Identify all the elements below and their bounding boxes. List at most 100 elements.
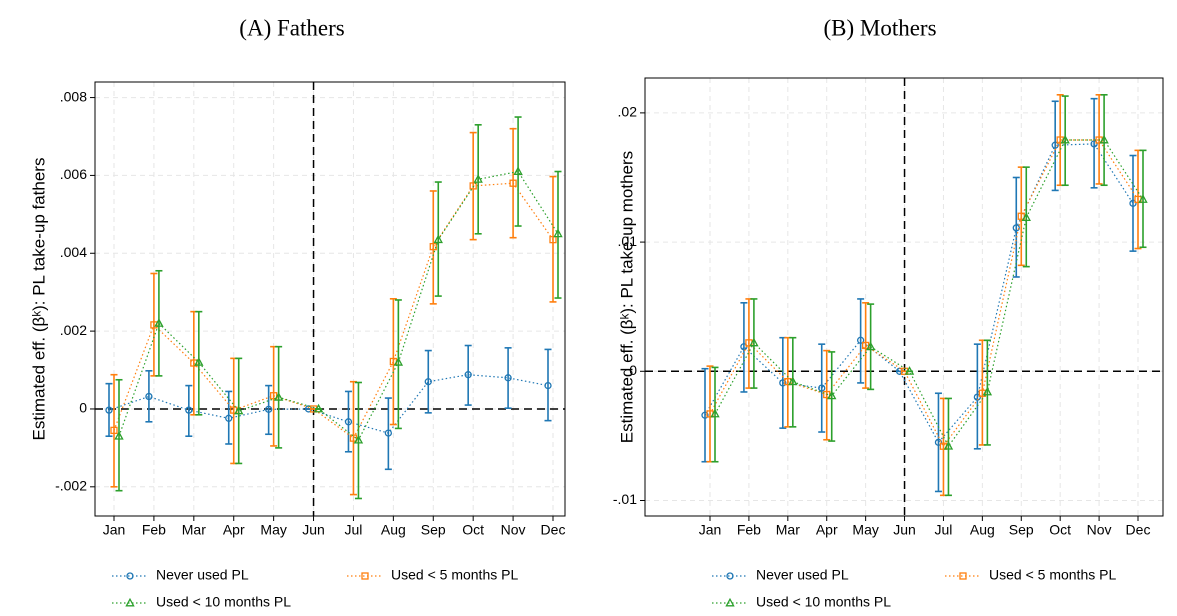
x-tick-label: Jan xyxy=(103,522,126,538)
series-line xyxy=(709,139,1139,448)
marker xyxy=(701,411,709,419)
legend-label: Used < 5 months PL xyxy=(989,567,1116,583)
marker xyxy=(1099,134,1109,144)
marker xyxy=(225,414,233,422)
legend-label: Never used PL xyxy=(756,567,849,583)
x-tick-label: May xyxy=(852,522,878,538)
x-tick-label: Jan xyxy=(699,522,722,538)
y-tick-label: .02 xyxy=(618,104,638,120)
marker xyxy=(549,235,557,244)
x-tick-label: Mar xyxy=(776,522,800,538)
marker xyxy=(473,174,483,183)
y-tick-label: .006 xyxy=(60,166,87,182)
y-axis-label: Estimated eff. (βᵏ): PL take-up mothers xyxy=(617,151,636,443)
x-tick-label: Apr xyxy=(223,522,245,538)
marker xyxy=(827,390,837,400)
marker xyxy=(943,441,954,450)
x-tick-label: May xyxy=(260,522,286,538)
y-tick-label: -.002 xyxy=(55,478,87,494)
legend-marker xyxy=(959,572,967,580)
marker xyxy=(710,408,720,418)
marker xyxy=(384,429,393,437)
x-tick-label: Jul xyxy=(345,522,363,538)
marker xyxy=(1012,224,1020,232)
marker xyxy=(344,418,353,426)
x-tick-label: Jun xyxy=(893,522,916,538)
marker xyxy=(145,392,153,401)
marker xyxy=(154,318,164,327)
marker xyxy=(749,337,759,347)
legend-label: Used < 10 months PL xyxy=(756,594,891,610)
legend-label: Never used PL xyxy=(156,567,249,583)
marker xyxy=(779,379,787,387)
x-tick-label: Sep xyxy=(1009,522,1034,538)
marker xyxy=(429,242,437,251)
chart-title: (B) Mothers xyxy=(823,15,936,40)
marker xyxy=(818,384,826,392)
y-tick-label: .008 xyxy=(60,88,87,104)
marker xyxy=(110,426,118,435)
marker xyxy=(114,431,124,440)
y-tick-label: .002 xyxy=(60,322,87,338)
legend-marker xyxy=(726,572,734,580)
x-tick-label: Feb xyxy=(142,522,166,538)
marker xyxy=(553,228,563,238)
y-tick-label: .01 xyxy=(618,233,638,249)
marker xyxy=(513,166,523,175)
marker xyxy=(353,434,364,444)
plot-frame xyxy=(94,81,566,517)
marker xyxy=(1060,134,1070,144)
marker xyxy=(978,389,987,397)
y-axis-label: Estimated eff. (βᵏ): PL take-up fathers xyxy=(29,158,48,441)
legend-marker xyxy=(725,597,735,607)
marker xyxy=(185,406,193,414)
x-tick-label: Sep xyxy=(421,522,446,538)
x-tick-label: Dec xyxy=(1126,522,1151,538)
marker xyxy=(464,371,472,379)
plot-area xyxy=(95,82,565,516)
series-line xyxy=(108,374,549,434)
x-tick-label: Jul xyxy=(935,522,953,538)
marker xyxy=(1138,194,1148,203)
marker xyxy=(264,405,273,413)
marker xyxy=(1051,141,1059,149)
marker xyxy=(1090,140,1098,148)
marker xyxy=(544,381,552,390)
marker xyxy=(269,392,278,400)
marker xyxy=(424,378,432,386)
marker xyxy=(393,357,404,366)
marker xyxy=(1021,212,1031,221)
chart-title: (A) Fathers xyxy=(239,15,344,40)
marker xyxy=(865,341,876,351)
x-tick-label: Jun xyxy=(302,522,325,538)
y-tick-label: .004 xyxy=(60,244,87,260)
x-tick-label: Mar xyxy=(182,522,206,538)
x-tick-label: Apr xyxy=(816,522,838,538)
plot-frame xyxy=(644,77,1164,517)
marker xyxy=(105,406,113,414)
marker xyxy=(982,386,993,396)
x-tick-label: Oct xyxy=(462,522,484,538)
marker xyxy=(788,376,798,386)
legend-label: Used < 5 months PL xyxy=(391,567,518,583)
legend-marker xyxy=(361,572,369,580)
marker xyxy=(150,321,158,329)
marker xyxy=(904,366,915,375)
x-tick-label: Nov xyxy=(501,522,526,538)
x-tick-label: Feb xyxy=(737,522,761,538)
legend-label: Used < 10 months PL xyxy=(156,594,291,610)
x-tick-label: Aug xyxy=(381,522,406,538)
legend-marker xyxy=(125,597,135,607)
marker xyxy=(509,179,517,187)
x-tick-label: Dec xyxy=(541,522,566,538)
marker xyxy=(349,434,358,442)
marker xyxy=(273,392,284,401)
y-tick-label: 0 xyxy=(629,362,637,378)
marker xyxy=(856,336,865,344)
y-tick-label: 0 xyxy=(79,400,87,416)
marker xyxy=(433,234,443,244)
marker xyxy=(469,182,477,190)
marker xyxy=(313,403,324,413)
x-tick-label: Aug xyxy=(970,522,995,538)
